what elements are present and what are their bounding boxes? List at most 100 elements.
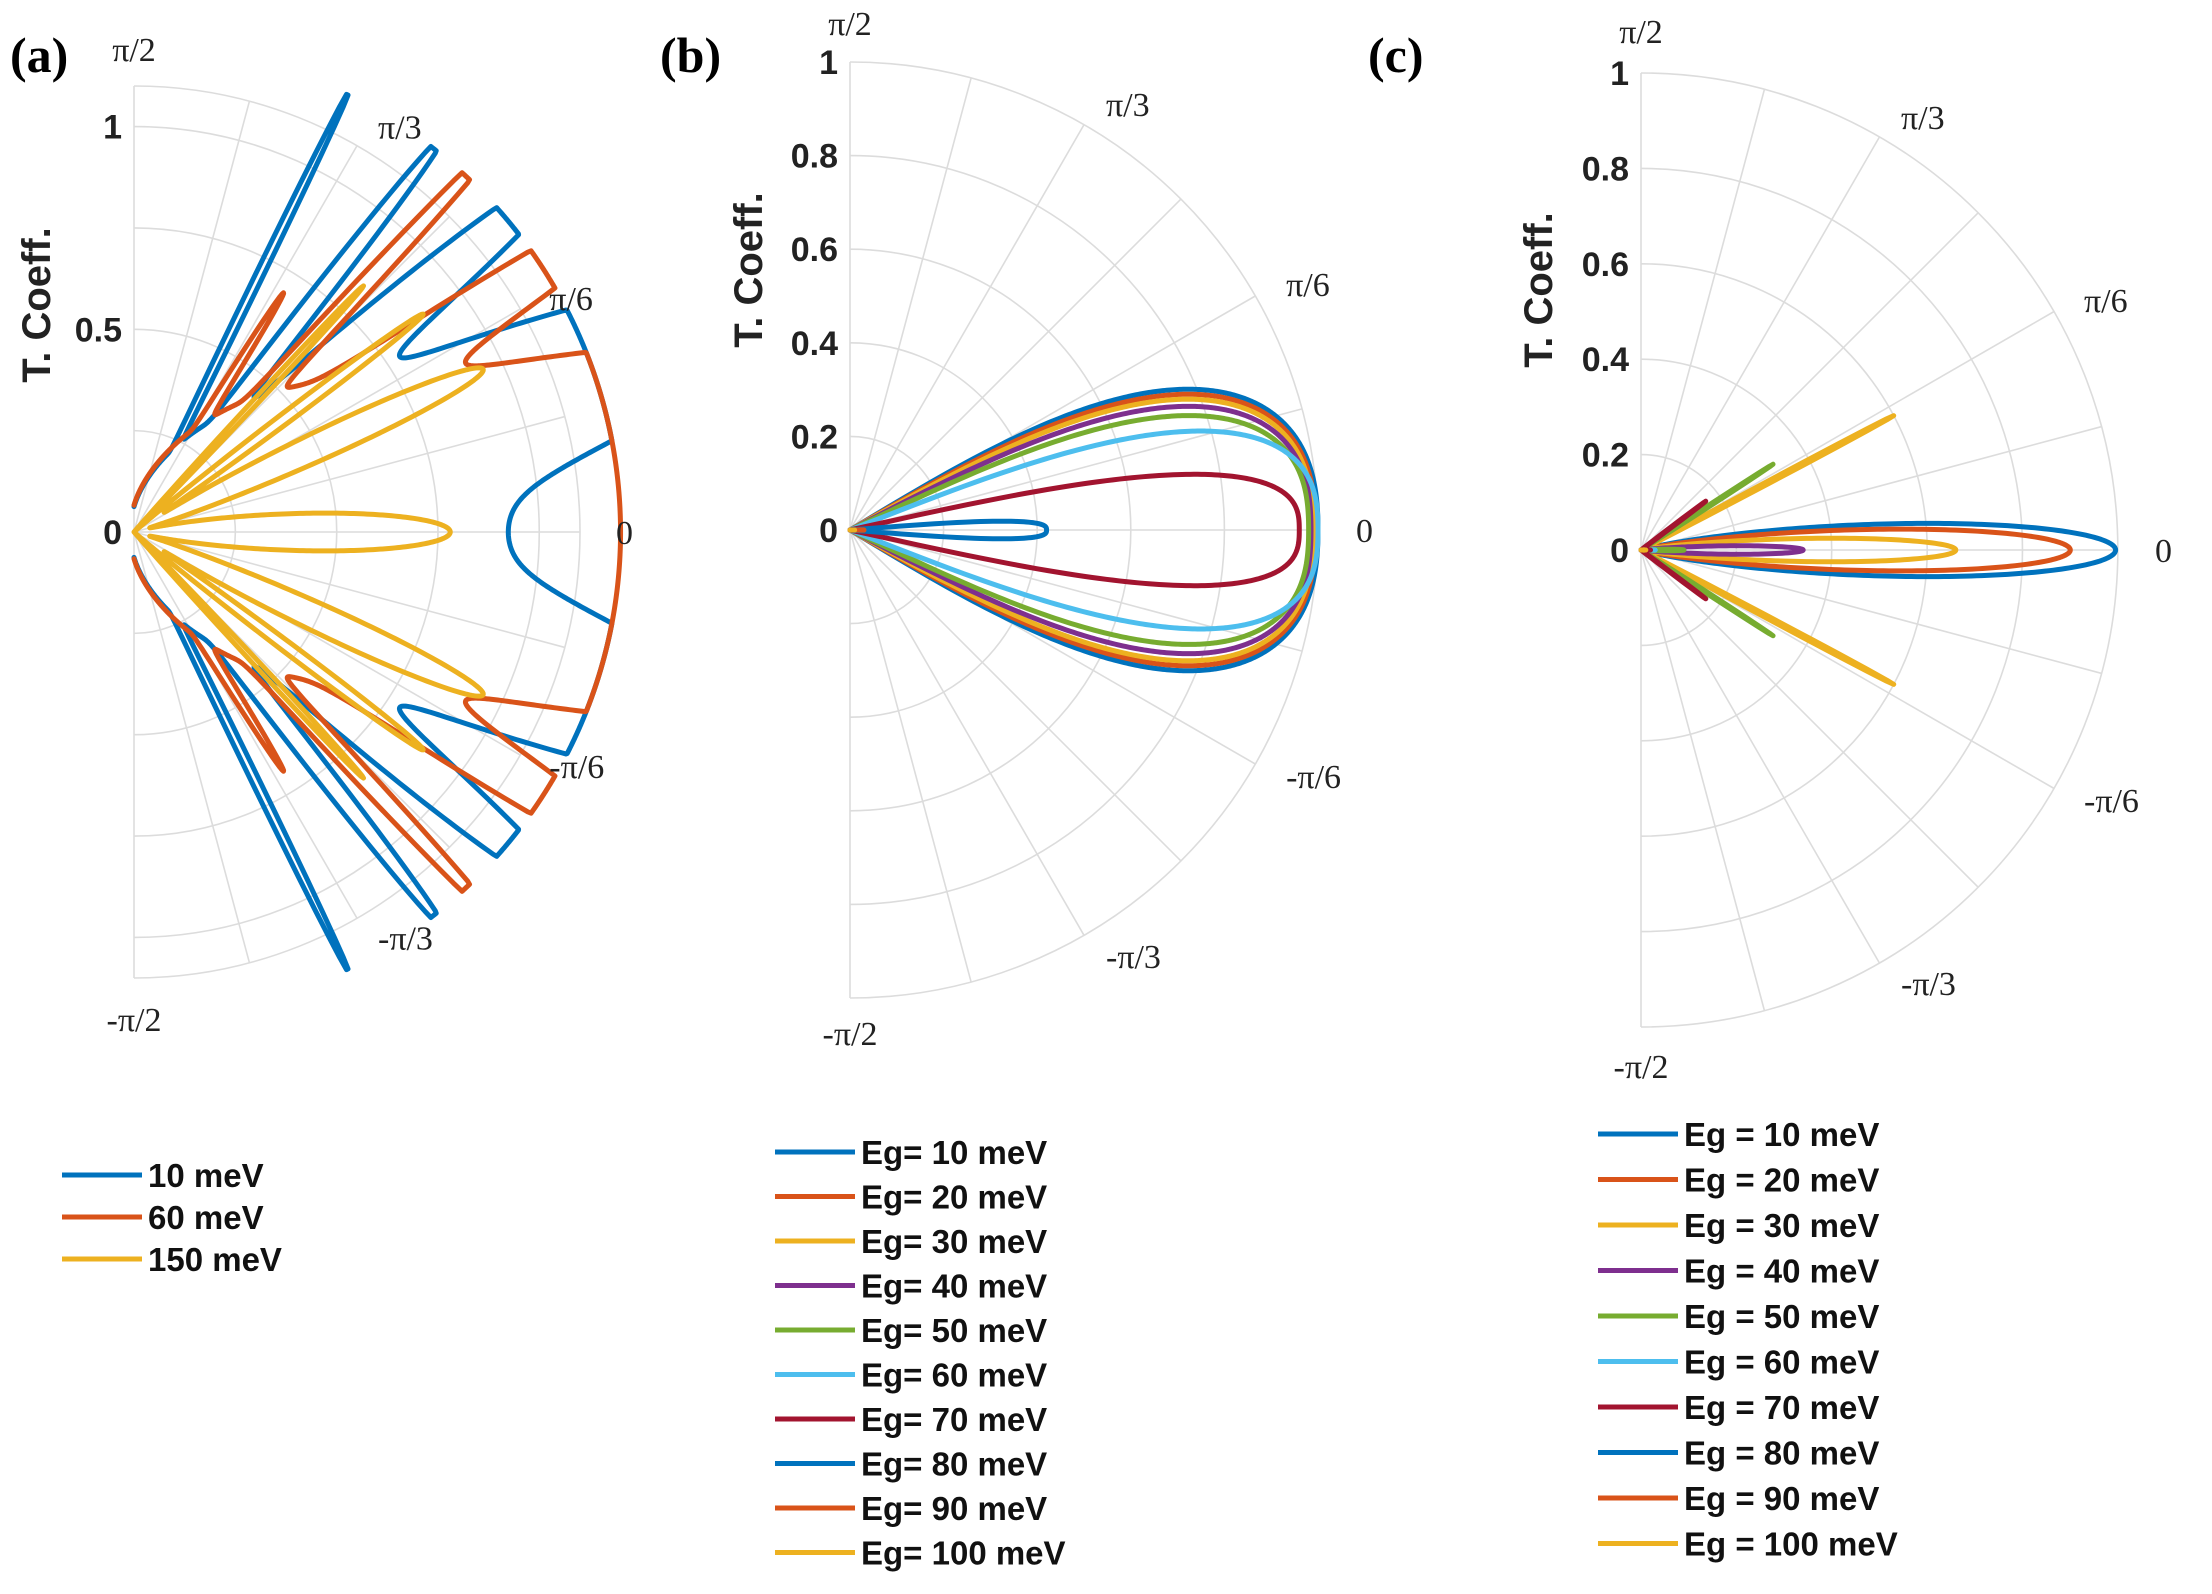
series-line-7 bbox=[847, 471, 1302, 589]
theta-tick-label: 0 bbox=[2155, 533, 2172, 570]
grid-spoke bbox=[1640, 549, 1881, 964]
r-tick-label: 0 bbox=[819, 512, 838, 550]
legend-item: Eg= 50 meV bbox=[775, 1312, 1047, 1349]
grid-spoke bbox=[1640, 549, 2102, 675]
r-tick-label: 0 bbox=[1610, 532, 1629, 570]
panel-label: (c) bbox=[1368, 27, 1424, 83]
legend-item: Eg = 80 meV bbox=[1598, 1435, 1879, 1472]
grid-spoke bbox=[849, 529, 1085, 936]
r-tick-label: 0.8 bbox=[1582, 150, 1629, 188]
polar-grid bbox=[133, 85, 581, 979]
grid-spoke bbox=[1640, 425, 2102, 551]
legend-label: 10 meV bbox=[148, 1157, 264, 1194]
grid-spoke bbox=[849, 124, 1085, 531]
series-curves bbox=[1638, 413, 2119, 687]
r-tick-label: 0.6 bbox=[1582, 246, 1629, 284]
panel-b: 0 0.2 0.4 0.6 0.8 1π/2 π/3 π/6 0 -π/6 -π/3 -π/2 T. C… bbox=[660, 6, 1373, 1572]
legend-label: 150 meV bbox=[148, 1241, 282, 1278]
panel-a: 0 0.5 1 π/2 π/3 π/6 0 -π/6 -π/3 -π/2 T. Coeff. (a) 1… bbox=[10, 27, 633, 1278]
legend: Eg = 10 meV Eg = 20 meV Eg = 30 meV Eg = 40… bbox=[1598, 1116, 1898, 1563]
legend-item: Eg = 40 meV bbox=[1598, 1253, 1879, 1290]
legend-item: Eg = 70 meV bbox=[1598, 1389, 1879, 1426]
legend-label: Eg = 60 meV bbox=[1684, 1344, 1879, 1381]
legend-label: Eg = 10 meV bbox=[1684, 1116, 1879, 1153]
legend-item: Eg= 90 meV bbox=[775, 1490, 1047, 1527]
grid-spoke bbox=[1640, 89, 1766, 551]
legend-item: Eg = 90 meV bbox=[1598, 1480, 1879, 1517]
r-tick-label: 1 bbox=[1610, 55, 1629, 93]
grid-spoke bbox=[1640, 136, 1881, 551]
grid-spoke bbox=[133, 531, 251, 964]
panel-label: (a) bbox=[10, 27, 68, 83]
legend-item: Eg= 100 meV bbox=[775, 1535, 1066, 1572]
polar-grid bbox=[849, 61, 1319, 999]
theta-tick-label: π/6 bbox=[1286, 267, 1330, 304]
legend-item: Eg = 50 meV bbox=[1598, 1298, 1879, 1335]
legend-label: Eg= 90 meV bbox=[861, 1490, 1047, 1527]
legend: Eg= 10 meV Eg= 20 meV Eg= 30 meV Eg= 40 meV… bbox=[775, 1134, 1066, 1572]
r-tick-label: 0 bbox=[103, 514, 122, 552]
panel-c: 0 0.2 0.4 0.6 0.8 1 π/2 π/3 π/6 0 -π/6 -π/3 -π/2 T. C… bbox=[1368, 14, 2172, 1563]
theta-tick-label: -π/2 bbox=[1614, 1049, 1669, 1086]
r-tick-label: 1 bbox=[819, 44, 838, 82]
grid-spoke bbox=[849, 198, 1182, 531]
r-tick-label: 0.2 bbox=[791, 418, 838, 456]
series-line-5 bbox=[847, 413, 1312, 647]
grid-spoke bbox=[133, 531, 358, 919]
legend-label: Eg= 40 meV bbox=[861, 1268, 1047, 1305]
legend-label: Eg = 50 meV bbox=[1684, 1298, 1879, 1335]
theta-tick-label: -π/3 bbox=[378, 920, 433, 957]
series-curves bbox=[847, 386, 1321, 674]
series-line-2 bbox=[131, 170, 624, 894]
legend-item: Eg= 60 meV bbox=[775, 1357, 1047, 1394]
legend-label: Eg = 40 meV bbox=[1684, 1253, 1879, 1290]
legend-item: Eg = 60 meV bbox=[1598, 1344, 1879, 1381]
legend-label: Eg = 80 meV bbox=[1684, 1435, 1879, 1472]
theta-tick-label: -π/2 bbox=[823, 1016, 878, 1053]
y-axis-label: T. Coeff. bbox=[1517, 212, 1561, 368]
panel-label: (b) bbox=[660, 27, 721, 83]
grid-spoke bbox=[849, 529, 1303, 652]
theta-tick-label: -π/3 bbox=[1901, 966, 1956, 1003]
theta-tick-label: -π/6 bbox=[549, 749, 604, 786]
legend-label: 60 meV bbox=[148, 1199, 264, 1236]
grid-spoke bbox=[133, 531, 566, 649]
theta-tick-label: -π/6 bbox=[2084, 783, 2139, 820]
r-tick-label: 0.4 bbox=[791, 325, 838, 363]
grid-spoke bbox=[1640, 549, 1979, 888]
legend-label: Eg= 60 meV bbox=[861, 1357, 1047, 1394]
legend-label: Eg = 70 meV bbox=[1684, 1389, 1879, 1426]
r-tick-label: 0.5 bbox=[75, 311, 122, 349]
legend-label: Eg = 30 meV bbox=[1684, 1207, 1879, 1244]
series-curves bbox=[131, 91, 624, 973]
legend-item: Eg= 70 meV bbox=[775, 1401, 1047, 1438]
grid-spoke bbox=[849, 77, 972, 531]
theta-tick-label: π/2 bbox=[1619, 14, 1663, 51]
legend: 10 meV 60 meV 150 meV bbox=[62, 1157, 282, 1278]
legend-label: Eg= 100 meV bbox=[861, 1535, 1066, 1572]
grid-spoke bbox=[849, 529, 1182, 862]
legend-item: Eg= 10 meV bbox=[775, 1134, 1047, 1171]
theta-tick-label: π/6 bbox=[2084, 283, 2128, 320]
legend-item: Eg = 20 meV bbox=[1598, 1162, 1879, 1199]
polar-grid bbox=[1640, 72, 2119, 1028]
theta-tick-label: π/3 bbox=[378, 110, 422, 147]
series-line-8 bbox=[847, 518, 1050, 542]
y-axis-label: T. Coeff. bbox=[727, 192, 771, 348]
r-tick-label: 0.4 bbox=[1582, 341, 1629, 379]
legend-label: Eg= 70 meV bbox=[861, 1401, 1047, 1438]
theta-tick-label: -π/6 bbox=[1286, 759, 1341, 796]
theta-tick-label: -π/3 bbox=[1106, 939, 1161, 976]
legend-item: 10 meV bbox=[62, 1157, 264, 1194]
legend-label: Eg= 80 meV bbox=[861, 1446, 1047, 1483]
theta-tick-label: π/2 bbox=[828, 6, 872, 43]
r-tick-label: 0.8 bbox=[791, 138, 838, 176]
legend-item: Eg= 40 meV bbox=[775, 1268, 1047, 1305]
legend-item: Eg = 10 meV bbox=[1598, 1116, 1879, 1153]
grid-spoke bbox=[133, 100, 251, 533]
legend-label: Eg = 20 meV bbox=[1684, 1162, 1879, 1199]
theta-tick-label: π/2 bbox=[112, 32, 156, 69]
grid-spoke bbox=[1640, 212, 1979, 551]
legend-item: 150 meV bbox=[62, 1241, 282, 1278]
